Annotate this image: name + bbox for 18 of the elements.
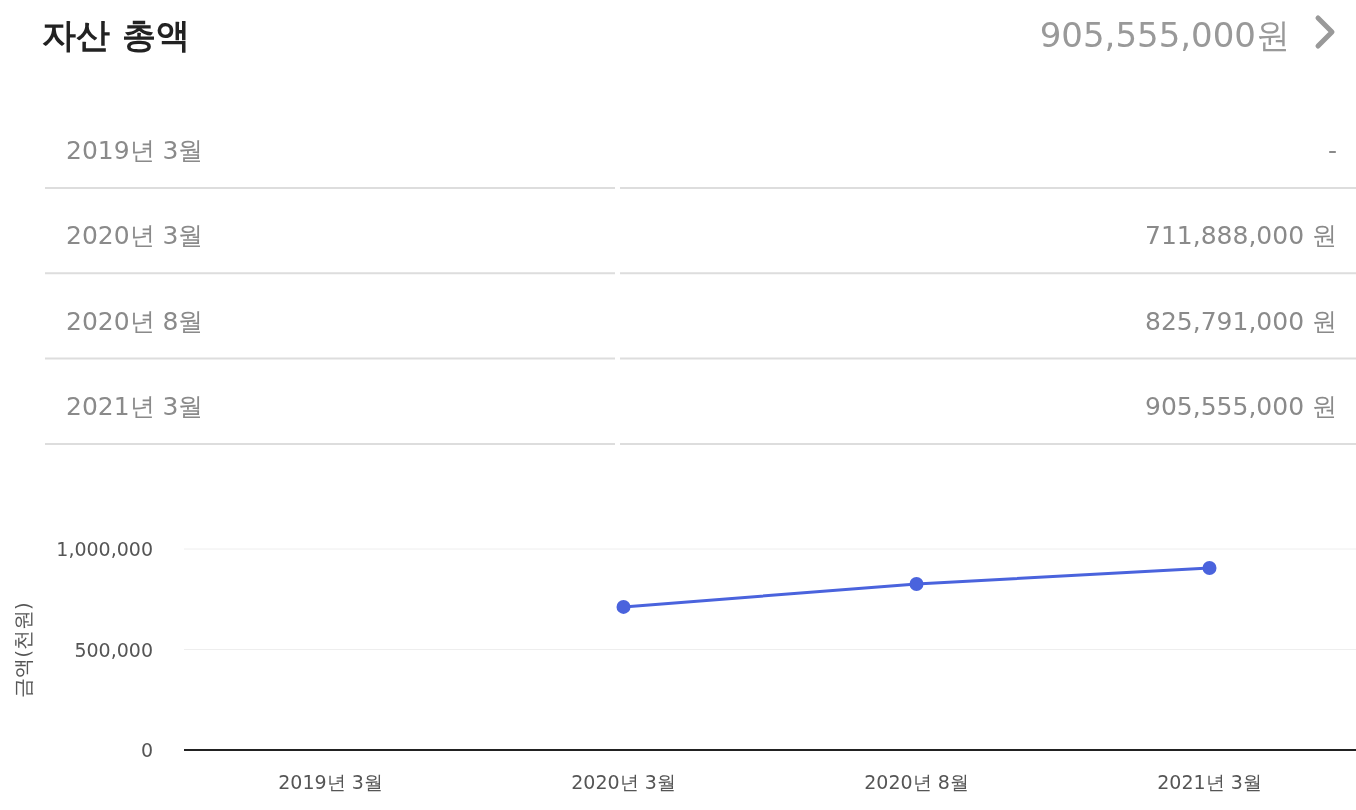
category-label: 2020년 3월 [66, 221, 204, 251]
x-tick-label: 2020년 3월 [571, 771, 676, 793]
x-tick-label: 2019년 3월 [278, 771, 383, 793]
y-tick-label: 0 [140, 739, 153, 761]
category-label: 2021년 3월 [66, 391, 204, 421]
text: 905,555,000 원 [1145, 391, 1337, 421]
text: 711,888,000 원 [1145, 221, 1337, 251]
text: - [1327, 136, 1337, 165]
y-tick-label: 1,000,000 [56, 538, 153, 560]
text: 825,791,000 원 [1145, 306, 1337, 336]
x-tick-label: 2021년 3월 [1157, 771, 1262, 793]
y-tick-label: 500,000 [74, 638, 153, 661]
y-axis-title: 금액(천원) [11, 602, 35, 698]
category-label: 2019년 3월 [66, 136, 204, 165]
chart-title: 자산 총액 [42, 15, 190, 55]
x-tick-label: 2020년 8월 [864, 771, 969, 793]
text: 905,555,000원 [1039, 15, 1290, 55]
category-label: 2020년 8월 [66, 306, 204, 336]
